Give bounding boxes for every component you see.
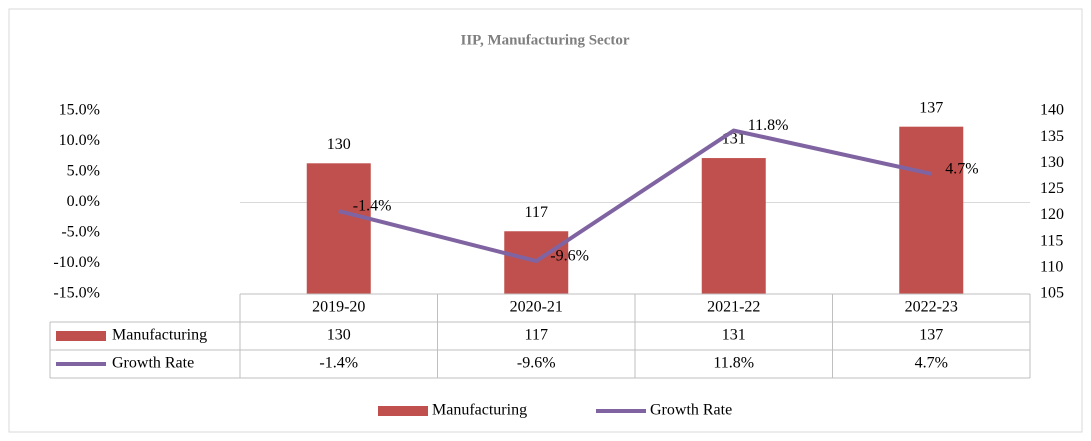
chart-title: IIP, Manufacturing Sector bbox=[460, 32, 629, 48]
table-series-name: Growth Rate bbox=[112, 355, 194, 372]
table-series-name: Manufacturing bbox=[112, 327, 207, 344]
table-cell: 130 bbox=[327, 327, 351, 344]
y-tick-label: 10.0% bbox=[59, 132, 100, 149]
table-cell: 4.7% bbox=[915, 355, 948, 372]
x-tick-label: 2020-21 bbox=[510, 299, 563, 316]
table-cell: -1.4% bbox=[319, 355, 358, 372]
y2-tick-label: 125 bbox=[1040, 180, 1064, 197]
legend-label: Manufacturing bbox=[432, 402, 527, 419]
y-tick-label: -5.0% bbox=[61, 224, 100, 241]
line-label: 4.7% bbox=[945, 161, 978, 178]
bar bbox=[899, 126, 964, 294]
bar-label: 130 bbox=[327, 136, 351, 153]
y-tick-label: -15.0% bbox=[53, 285, 100, 302]
table-cell: 137 bbox=[919, 327, 943, 344]
y2-tick-label: 115 bbox=[1040, 232, 1063, 249]
x-tick-label: 2019-20 bbox=[312, 299, 365, 316]
line-label: -9.6% bbox=[550, 248, 589, 265]
y2-tick-label: 135 bbox=[1040, 128, 1064, 145]
legend-label: Growth Rate bbox=[650, 402, 732, 419]
x-tick-label: 2022-23 bbox=[905, 299, 958, 316]
bar-label: 117 bbox=[525, 204, 548, 221]
bar-label: 137 bbox=[919, 99, 943, 116]
table-cell: 117 bbox=[525, 327, 548, 344]
bar bbox=[701, 158, 766, 294]
bar bbox=[306, 163, 371, 294]
line-label: 11.8% bbox=[748, 117, 789, 134]
x-tick-label: 2021-22 bbox=[707, 299, 760, 316]
y2-tick-label: 120 bbox=[1040, 206, 1064, 223]
line-label: -1.4% bbox=[353, 198, 392, 215]
table-cell: 131 bbox=[722, 327, 746, 344]
line bbox=[338, 128, 932, 264]
y-tick-label: 5.0% bbox=[67, 163, 100, 180]
y2-tick-label: 105 bbox=[1040, 285, 1064, 302]
y2-tick-label: 140 bbox=[1040, 102, 1064, 119]
table-cell: -9.6% bbox=[517, 355, 556, 372]
y-tick-label: -10.0% bbox=[53, 254, 100, 271]
legend-key bbox=[378, 406, 428, 416]
table-cell: 11.8% bbox=[713, 355, 754, 372]
table-key bbox=[56, 331, 106, 341]
y2-tick-label: 110 bbox=[1040, 259, 1063, 276]
y-tick-label: 15.0% bbox=[59, 102, 100, 119]
y-tick-label: 0.0% bbox=[67, 193, 100, 210]
y2-tick-label: 130 bbox=[1040, 154, 1064, 171]
